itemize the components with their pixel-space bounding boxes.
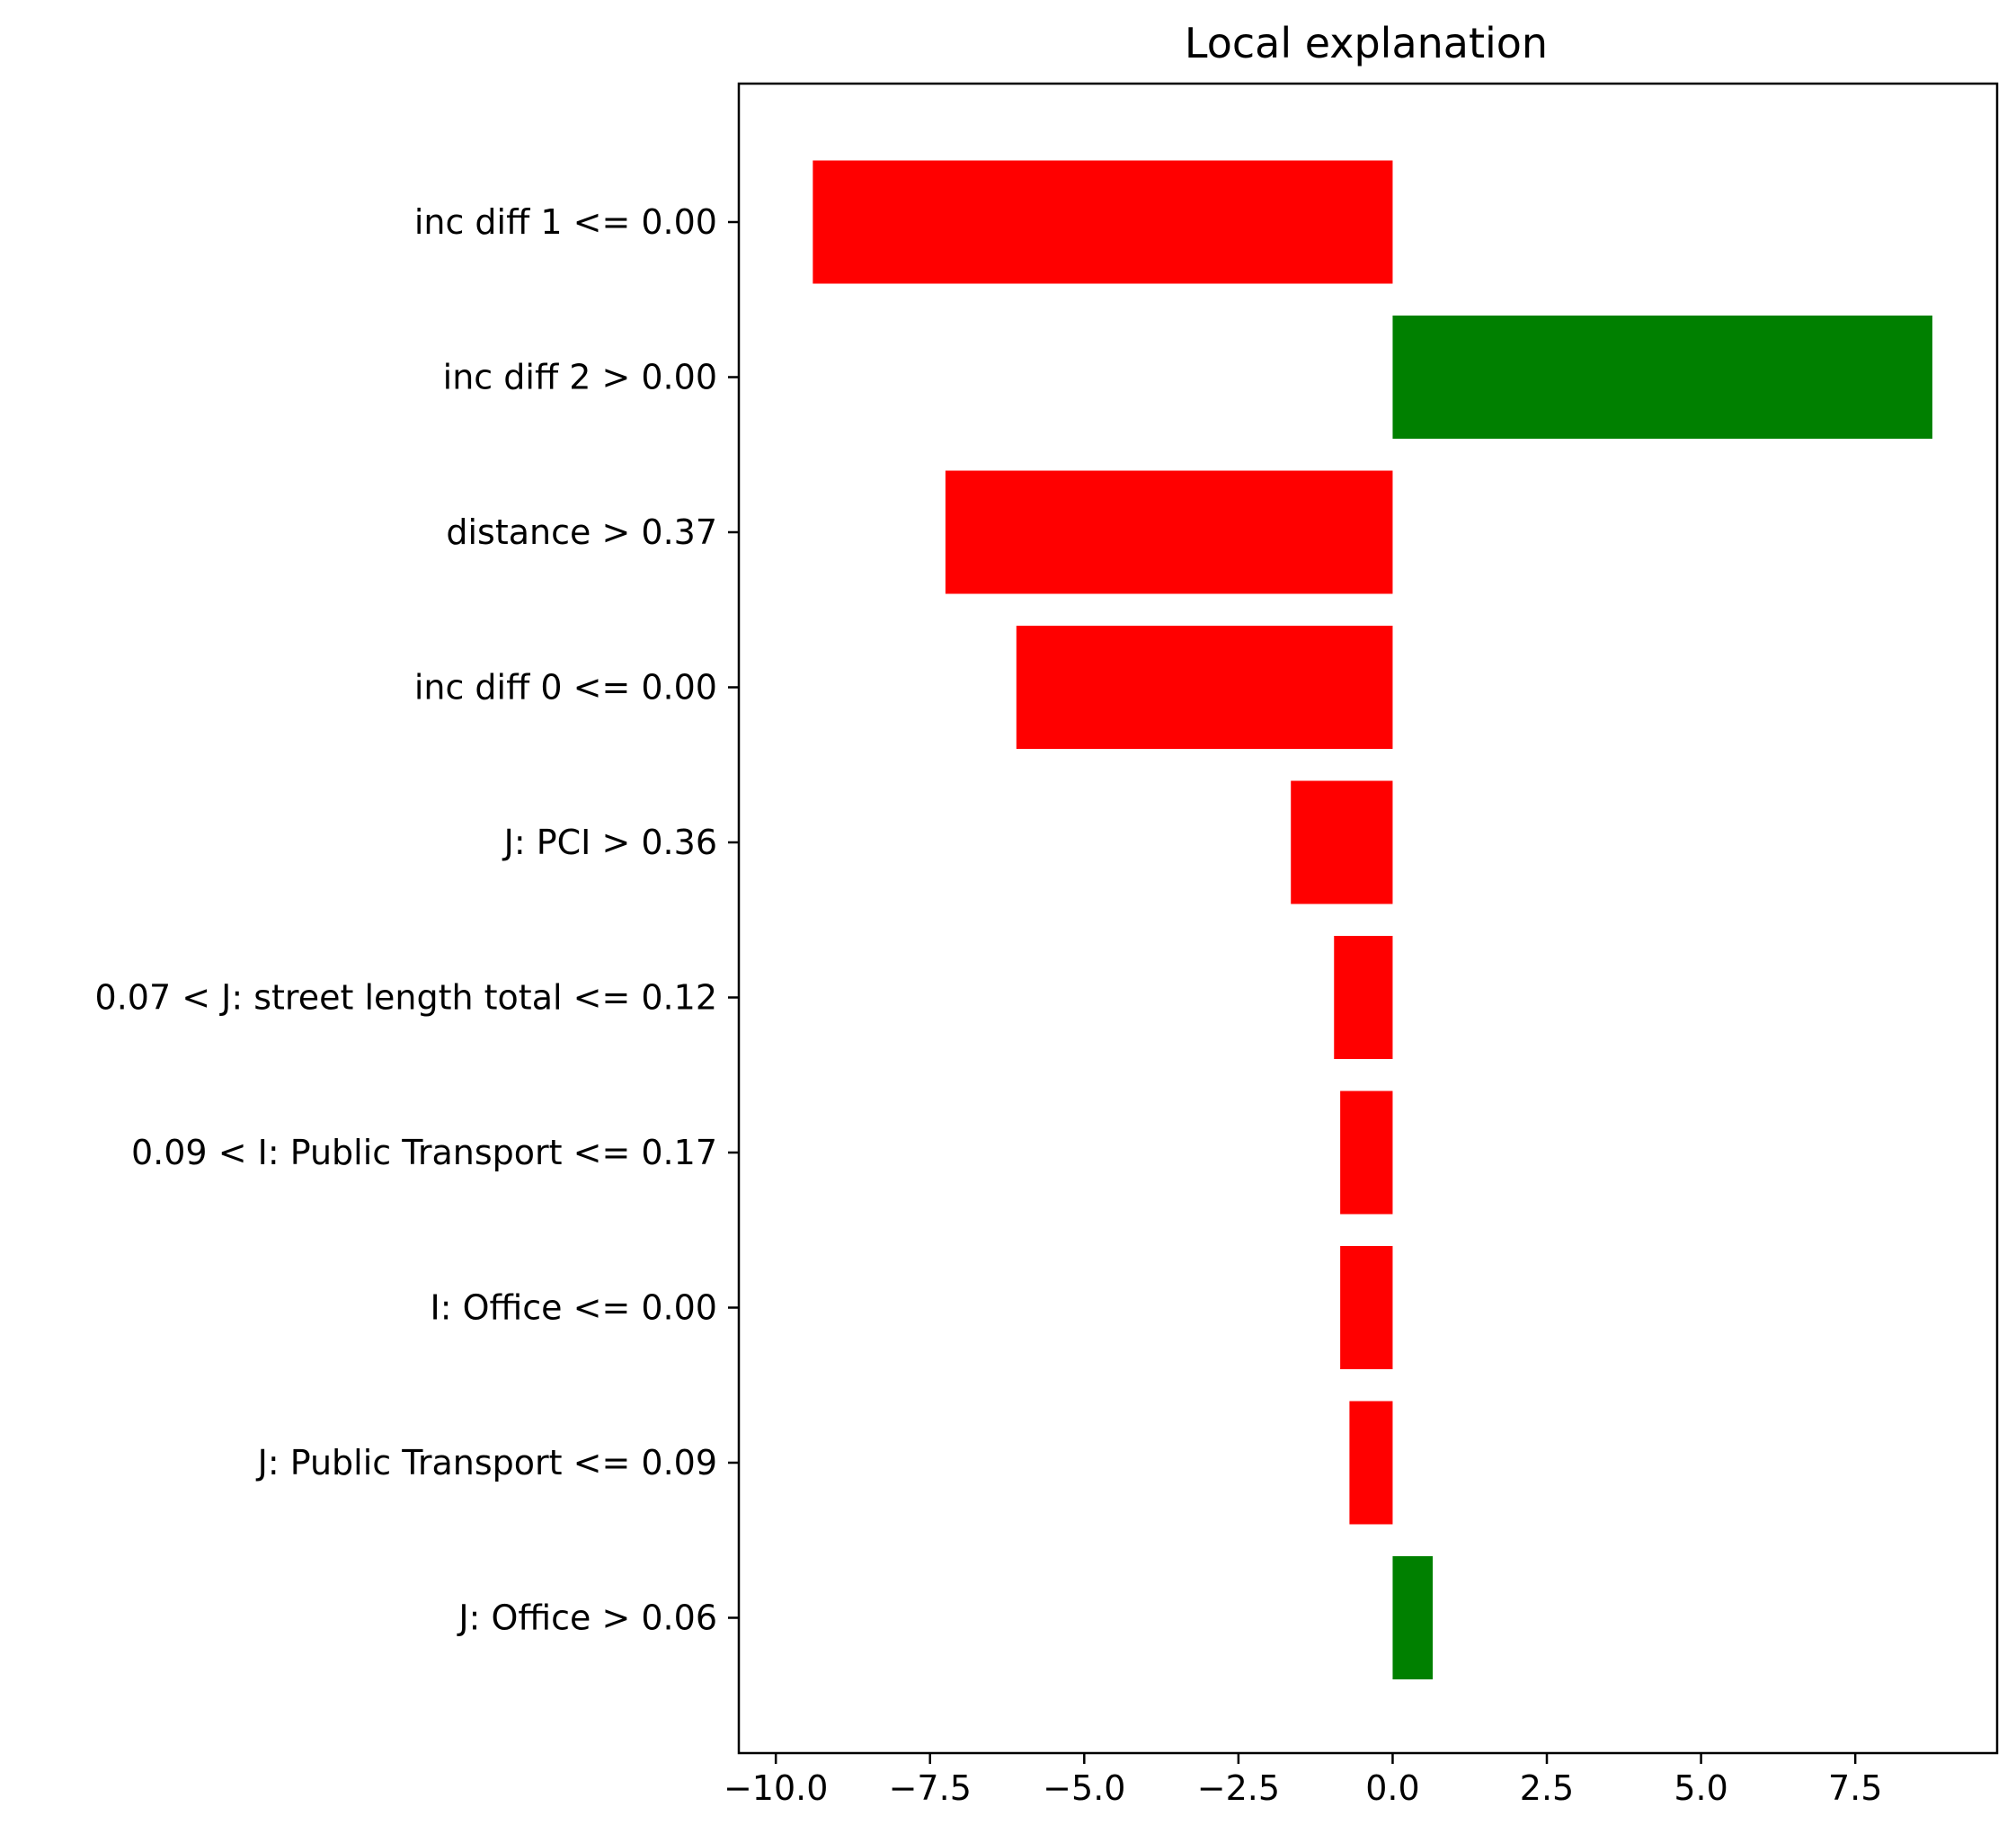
y-axis: inc diff 1 <= 0.00 inc diff 2 > 0.00 dista… [95, 202, 739, 1638]
bar-7 [1340, 1246, 1393, 1369]
bar-4 [1291, 780, 1393, 904]
bar-9 [1392, 1556, 1434, 1679]
y-tick-label: J: PCI > 0.36 [502, 823, 717, 862]
y-tick-label: J: Public Transport <= 0.09 [256, 1443, 717, 1482]
y-tick-label: inc diff 0 <= 0.00 [414, 668, 717, 708]
y-tick-label: inc diff 1 <= 0.00 [414, 202, 717, 242]
bar-0 [813, 160, 1393, 284]
y-tick-label: distance > 0.37 [446, 512, 717, 552]
bar-8 [1349, 1401, 1393, 1525]
x-tick-label: 7.5 [1828, 1768, 1882, 1808]
bar-6 [1340, 1091, 1393, 1215]
bar-3 [1016, 626, 1393, 749]
bar-1 [1392, 316, 1932, 439]
bars-layer [813, 160, 1932, 1679]
y-tick-label: inc diff 2 > 0.00 [443, 358, 717, 397]
x-tick-label: −10.0 [724, 1768, 828, 1808]
plot-frame [737, 82, 1999, 1755]
x-tick-label: 2.5 [1520, 1768, 1574, 1808]
x-tick-label: 0.0 [1365, 1768, 1419, 1808]
x-tick-label: −2.5 [1197, 1768, 1280, 1808]
chart-title: Local explanation [1185, 19, 1548, 67]
x-tick-label: 5.0 [1674, 1768, 1727, 1808]
y-tick-label: 0.09 < I: Public Transport <= 0.17 [131, 1133, 717, 1172]
x-axis: −10.0 −7.5 −5.0 −2.5 0.0 2.5 5.0 7.5 [724, 1753, 1882, 1808]
bar-2 [945, 470, 1393, 594]
y-tick-label: J: Office > 0.06 [457, 1598, 717, 1638]
y-tick-label: 0.07 < J: street length total <= 0.12 [95, 978, 717, 1018]
x-tick-label: −7.5 [889, 1768, 972, 1808]
bar-5 [1334, 936, 1393, 1059]
y-tick-label: I: Office <= 0.00 [431, 1288, 717, 1328]
x-tick-label: −5.0 [1043, 1768, 1125, 1808]
